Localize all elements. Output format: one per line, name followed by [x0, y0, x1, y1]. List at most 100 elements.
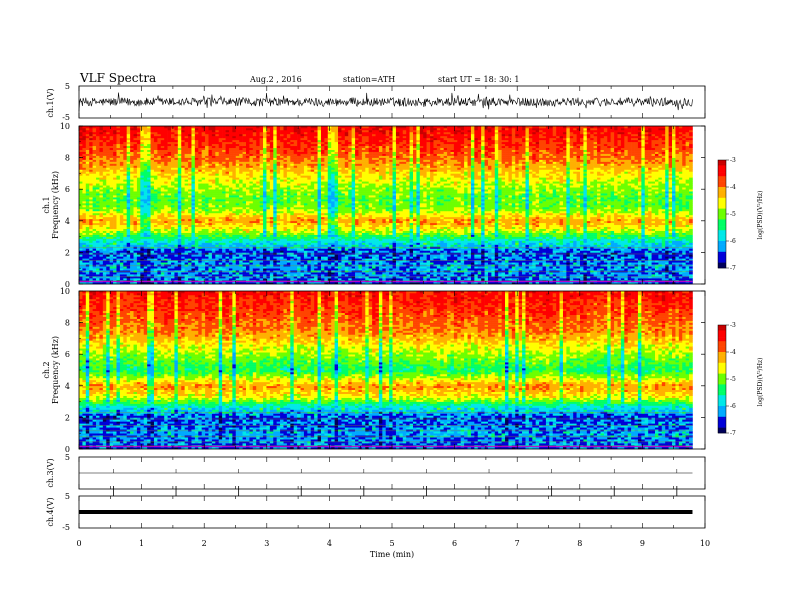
spectrogram-cell: [127, 233, 131, 235]
spectrogram-cell: [89, 183, 93, 185]
spectrogram-cell: [93, 211, 97, 213]
spectrogram-cell: [110, 209, 114, 211]
spectrogram-cell: [116, 260, 120, 262]
spectrogram-cell: [116, 209, 120, 211]
spectrogram-cell: [99, 213, 103, 215]
spectrogram-cell: [86, 264, 90, 266]
spectrogram-cell: [130, 162, 134, 164]
spectrogram-cell: [130, 175, 134, 177]
spectrogram-cell: [127, 160, 131, 162]
spectrogram-cell: [99, 227, 103, 229]
spectrogram-cell: [110, 134, 114, 136]
spectrogram-cell: [99, 252, 103, 254]
spectrogram-cell: [134, 211, 138, 213]
spectrogram-cell: [96, 156, 100, 158]
spectrogram-cell: [86, 136, 90, 138]
spectrogram-cell: [113, 144, 117, 146]
spectrogram-cell: [123, 223, 127, 225]
spectrogram-cell: [96, 185, 100, 187]
spectrogram-cell: [93, 160, 97, 162]
spectrogram-cell: [134, 179, 138, 181]
spectrogram-cell: [79, 146, 83, 148]
spectrogram-cell: [99, 128, 103, 130]
spectrogram-cell: [86, 266, 90, 268]
spectrogram-cell: [82, 245, 86, 247]
spectrogram-cell: [89, 276, 93, 278]
spectrogram-cell: [123, 162, 127, 164]
spectrogram-cell: [137, 233, 141, 235]
spectrogram-cell: [89, 217, 93, 219]
spectrogram-cell: [86, 229, 90, 231]
spectrogram-cell: [134, 185, 138, 187]
spectrogram-cell: [113, 185, 117, 187]
spectrogram-cell: [79, 134, 83, 136]
spectrogram-cell: [103, 278, 107, 280]
spectrogram-cell: [110, 203, 114, 205]
spectrogram-cell: [130, 134, 134, 136]
spectrogram-cell: [120, 217, 124, 219]
spectrogram-cell: [86, 241, 90, 243]
spectrogram-cell: [137, 274, 141, 276]
spectrogram-cell: [103, 185, 107, 187]
spectrogram-cell: [116, 169, 120, 171]
spectrogram-cell: [130, 160, 134, 162]
spectrogram-cell: [123, 237, 127, 239]
spectrogram-cell: [134, 132, 138, 134]
spectrogram-cell: [79, 207, 83, 209]
spectrogram-cell: [103, 195, 107, 197]
spectrogram-cell: [134, 272, 138, 274]
spectrogram-cell: [130, 158, 134, 160]
spectrogram-cell: [130, 197, 134, 199]
spectrogram-cell: [134, 154, 138, 156]
spectrogram-cell: [113, 146, 117, 148]
spectrogram-cell: [79, 181, 83, 183]
spectrogram-cell: [103, 175, 107, 177]
spectrogram-cell: [82, 167, 86, 169]
spectrogram-cell: [123, 148, 127, 150]
spectrogram-cell: [110, 252, 114, 254]
spectrogram-cell: [137, 248, 141, 250]
spectrogram-cell: [89, 152, 93, 154]
spectrogram-cell: [123, 221, 127, 223]
spectrogram-cell: [120, 166, 124, 168]
spectrogram-cell: [123, 171, 127, 173]
spectrogram-cell: [127, 173, 131, 175]
spectrogram-cell: [99, 136, 103, 138]
spectrogram-cell: [79, 231, 83, 233]
spectrogram-cell: [127, 171, 131, 173]
spectrogram-cell: [137, 156, 141, 158]
spectrogram-cell: [82, 152, 86, 154]
spectrogram-cell: [79, 227, 83, 229]
spectrogram-cell: [93, 167, 97, 169]
spectrogram-cell: [103, 128, 107, 130]
spectrogram-cell: [110, 207, 114, 209]
spectrogram-cell: [134, 276, 138, 278]
spectrogram-cell: [99, 134, 103, 136]
spectrogram-cell: [116, 191, 120, 193]
spectrogram-cell: [106, 262, 110, 264]
spectrogram-cell: [89, 193, 93, 195]
spectrogram-cell: [79, 154, 83, 156]
spectrogram-cell: [86, 164, 90, 166]
spectrogram-cell: [134, 169, 138, 171]
spectrogram-cell: [116, 254, 120, 256]
spectrogram-cell: [106, 167, 110, 169]
spectrogram-cell: [130, 187, 134, 189]
spectrogram-cell: [93, 262, 97, 264]
spectrogram-cell: [82, 203, 86, 205]
spectrogram-cell: [134, 203, 138, 205]
spectrogram-cell: [93, 227, 97, 229]
spectrogram-cell: [113, 201, 117, 203]
spectrogram-cell: [110, 248, 114, 250]
spectrogram-cell: [106, 197, 110, 199]
spectrogram-cell: [130, 217, 134, 219]
spectrogram-cell: [93, 199, 97, 201]
spectrogram-cell: [93, 268, 97, 270]
spectrogram-cell: [79, 162, 83, 164]
spectrogram-cell: [82, 278, 86, 280]
spectrogram-cell: [110, 156, 114, 158]
spectrogram-cell: [123, 254, 127, 256]
spectrogram-cell: [120, 203, 124, 205]
spectrogram-cell: [120, 243, 124, 245]
spectrogram-cell: [96, 171, 100, 173]
